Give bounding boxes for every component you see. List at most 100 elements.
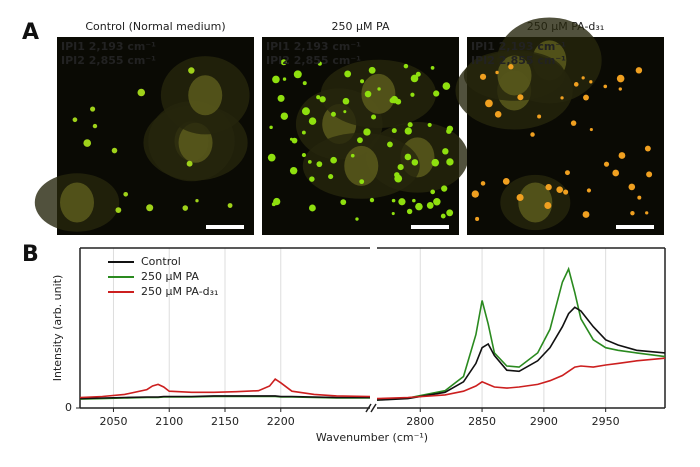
droplet: [586, 188, 592, 193]
droplet: [137, 88, 146, 97]
droplet: [573, 82, 579, 87]
droplet: [90, 106, 96, 112]
droplet: [277, 94, 285, 102]
droplet: [363, 128, 371, 136]
droplet: [564, 170, 570, 176]
droplet: [391, 198, 396, 203]
droplet: [440, 213, 446, 219]
droplet: [544, 202, 552, 209]
droplet: [570, 120, 577, 126]
droplet: [195, 199, 199, 203]
droplet: [410, 74, 419, 83]
droplet: [319, 96, 326, 103]
droplet: [516, 193, 524, 202]
line: [79, 357, 666, 400]
droplet: [637, 195, 642, 200]
line: [79, 306, 666, 401]
x-tick-label: 2900: [530, 415, 558, 428]
droplet: [115, 207, 122, 213]
cells: [267, 59, 469, 221]
nucleus: [361, 73, 396, 114]
nucleus: [518, 182, 553, 223]
droplet: [446, 209, 454, 217]
droplet: [398, 198, 406, 206]
axis-break: [365, 403, 377, 413]
chart: 2050 2100 2150 2200 2800 2850 2900 2950 0 Wavenum…: [51, 247, 666, 444]
droplet: [480, 181, 486, 186]
droplet: [494, 111, 502, 118]
droplet: [330, 156, 337, 164]
droplet: [92, 123, 98, 129]
droplet: [293, 70, 302, 79]
droplet: [389, 97, 395, 104]
droplet: [368, 66, 376, 74]
droplet: [391, 211, 395, 216]
droplet: [301, 130, 306, 135]
droplet: [350, 153, 355, 158]
droplet: [433, 90, 440, 97]
droplet: [316, 95, 321, 100]
x-axis-label: Wavenumber (cm⁻¹): [316, 431, 428, 444]
scale-bar: [206, 225, 244, 229]
droplet: [431, 158, 440, 167]
droplet: [404, 153, 412, 161]
droplet: [426, 202, 434, 209]
droplet: [188, 67, 195, 74]
droplet: [340, 199, 347, 206]
cells: [455, 17, 653, 231]
x-tick-label: 2100: [155, 415, 183, 428]
y-tick-label: 0: [65, 401, 72, 414]
droplet: [364, 90, 372, 98]
droplet: [612, 169, 620, 177]
droplet: [404, 127, 412, 135]
droplet: [146, 204, 154, 212]
droplet: [502, 177, 510, 185]
panel-letter: A: [22, 20, 39, 45]
droplet: [446, 158, 454, 166]
droplet: [644, 145, 651, 152]
droplet: [471, 190, 479, 198]
droplet: [582, 211, 590, 218]
droplet: [289, 166, 298, 175]
droplet: [308, 204, 316, 212]
droplet: [618, 87, 622, 91]
droplet: [272, 75, 280, 84]
channel-label: IPI1 2,193 cm⁻¹: [61, 40, 156, 53]
droplet: [407, 122, 413, 128]
droplet: [394, 174, 403, 183]
droplet: [415, 71, 421, 77]
droplet: [343, 110, 347, 114]
droplet: [282, 77, 287, 81]
droplet: [446, 128, 452, 134]
droplet: [369, 197, 375, 203]
droplet: [291, 137, 298, 144]
droplet: [628, 183, 636, 191]
channel-label: IPI2 2,855 cm⁻¹: [61, 54, 156, 67]
droplet: [415, 202, 423, 211]
legend-label: 250 μM PA-d₃₁: [141, 285, 218, 298]
droplet: [645, 211, 649, 215]
droplet: [427, 122, 432, 128]
droplet: [387, 141, 393, 148]
droplet: [309, 176, 315, 182]
droplet: [530, 132, 535, 137]
x-tick-label: 2800: [406, 415, 434, 428]
droplet: [583, 94, 589, 101]
droplet: [302, 81, 307, 86]
droplet: [273, 197, 281, 206]
y-axis-label: Intensity (arb. unit): [51, 275, 64, 382]
droplet: [442, 82, 451, 90]
droplet: [603, 84, 608, 89]
droplet: [357, 137, 363, 144]
droplet: [182, 205, 189, 211]
droplet: [560, 96, 564, 100]
droplet: [301, 152, 307, 158]
droplet: [479, 73, 487, 80]
droplet: [537, 114, 542, 119]
droplet: [508, 64, 514, 70]
droplet: [556, 186, 564, 194]
panel-letter: B: [22, 242, 39, 267]
droplet: [495, 70, 499, 75]
x-tick-label: 2850: [468, 415, 496, 428]
